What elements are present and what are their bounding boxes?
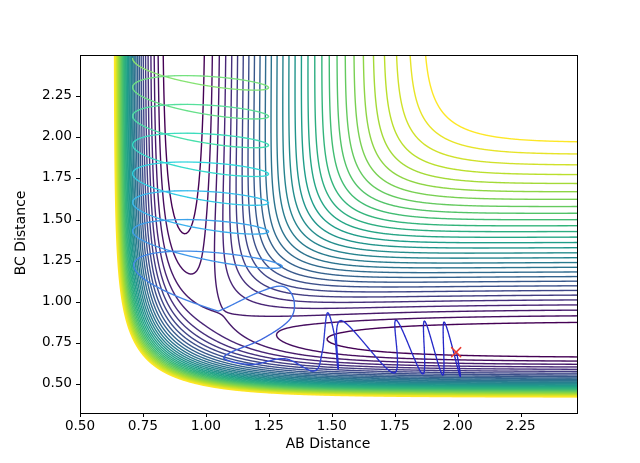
x-tick-mark	[142, 413, 144, 417]
y-tick-mark	[76, 137, 80, 139]
y-tick-mark	[76, 219, 80, 221]
y-tick-mark	[76, 260, 80, 262]
y-tick-label: 1.00	[41, 292, 72, 309]
x-tick-mark	[268, 413, 270, 417]
y-tick-mark	[76, 342, 80, 344]
x-tick-label: 1.75	[379, 418, 410, 434]
x-axis-label: AB Distance	[285, 436, 371, 452]
x-tick-label: 1.00	[190, 418, 221, 434]
y-tick-label: 1.25	[41, 251, 72, 268]
contour-plot-canvas	[81, 56, 577, 413]
x-tick-mark	[80, 413, 81, 417]
x-tick-label: 1.25	[253, 418, 284, 434]
y-tick-mark	[76, 178, 80, 180]
y-tick-label: 1.50	[41, 210, 72, 227]
x-tick-label: 2.25	[505, 418, 536, 434]
x-tick-label: 2.00	[442, 418, 473, 434]
x-tick-mark	[331, 413, 333, 417]
y-tick-label: 1.75	[41, 169, 72, 186]
y-axis-label: BC Distance	[13, 190, 29, 276]
y-tick-mark	[76, 96, 80, 98]
y-tick-label: 0.75	[41, 333, 72, 350]
x-tick-label: 1.50	[316, 418, 347, 434]
x-tick-label: 0.50	[64, 418, 96, 434]
plot-area	[80, 55, 578, 414]
x-tick-mark	[457, 413, 459, 417]
y-tick-mark	[76, 301, 80, 303]
x-tick-mark	[520, 413, 522, 417]
x-tick-label: 0.75	[127, 418, 158, 434]
x-tick-mark	[205, 413, 207, 417]
y-tick-label: 2.25	[41, 87, 72, 104]
y-tick-label: 2.00	[41, 128, 72, 145]
y-tick-label: 0.50	[41, 375, 72, 392]
y-tick-mark	[76, 384, 80, 386]
x-tick-mark	[394, 413, 396, 417]
